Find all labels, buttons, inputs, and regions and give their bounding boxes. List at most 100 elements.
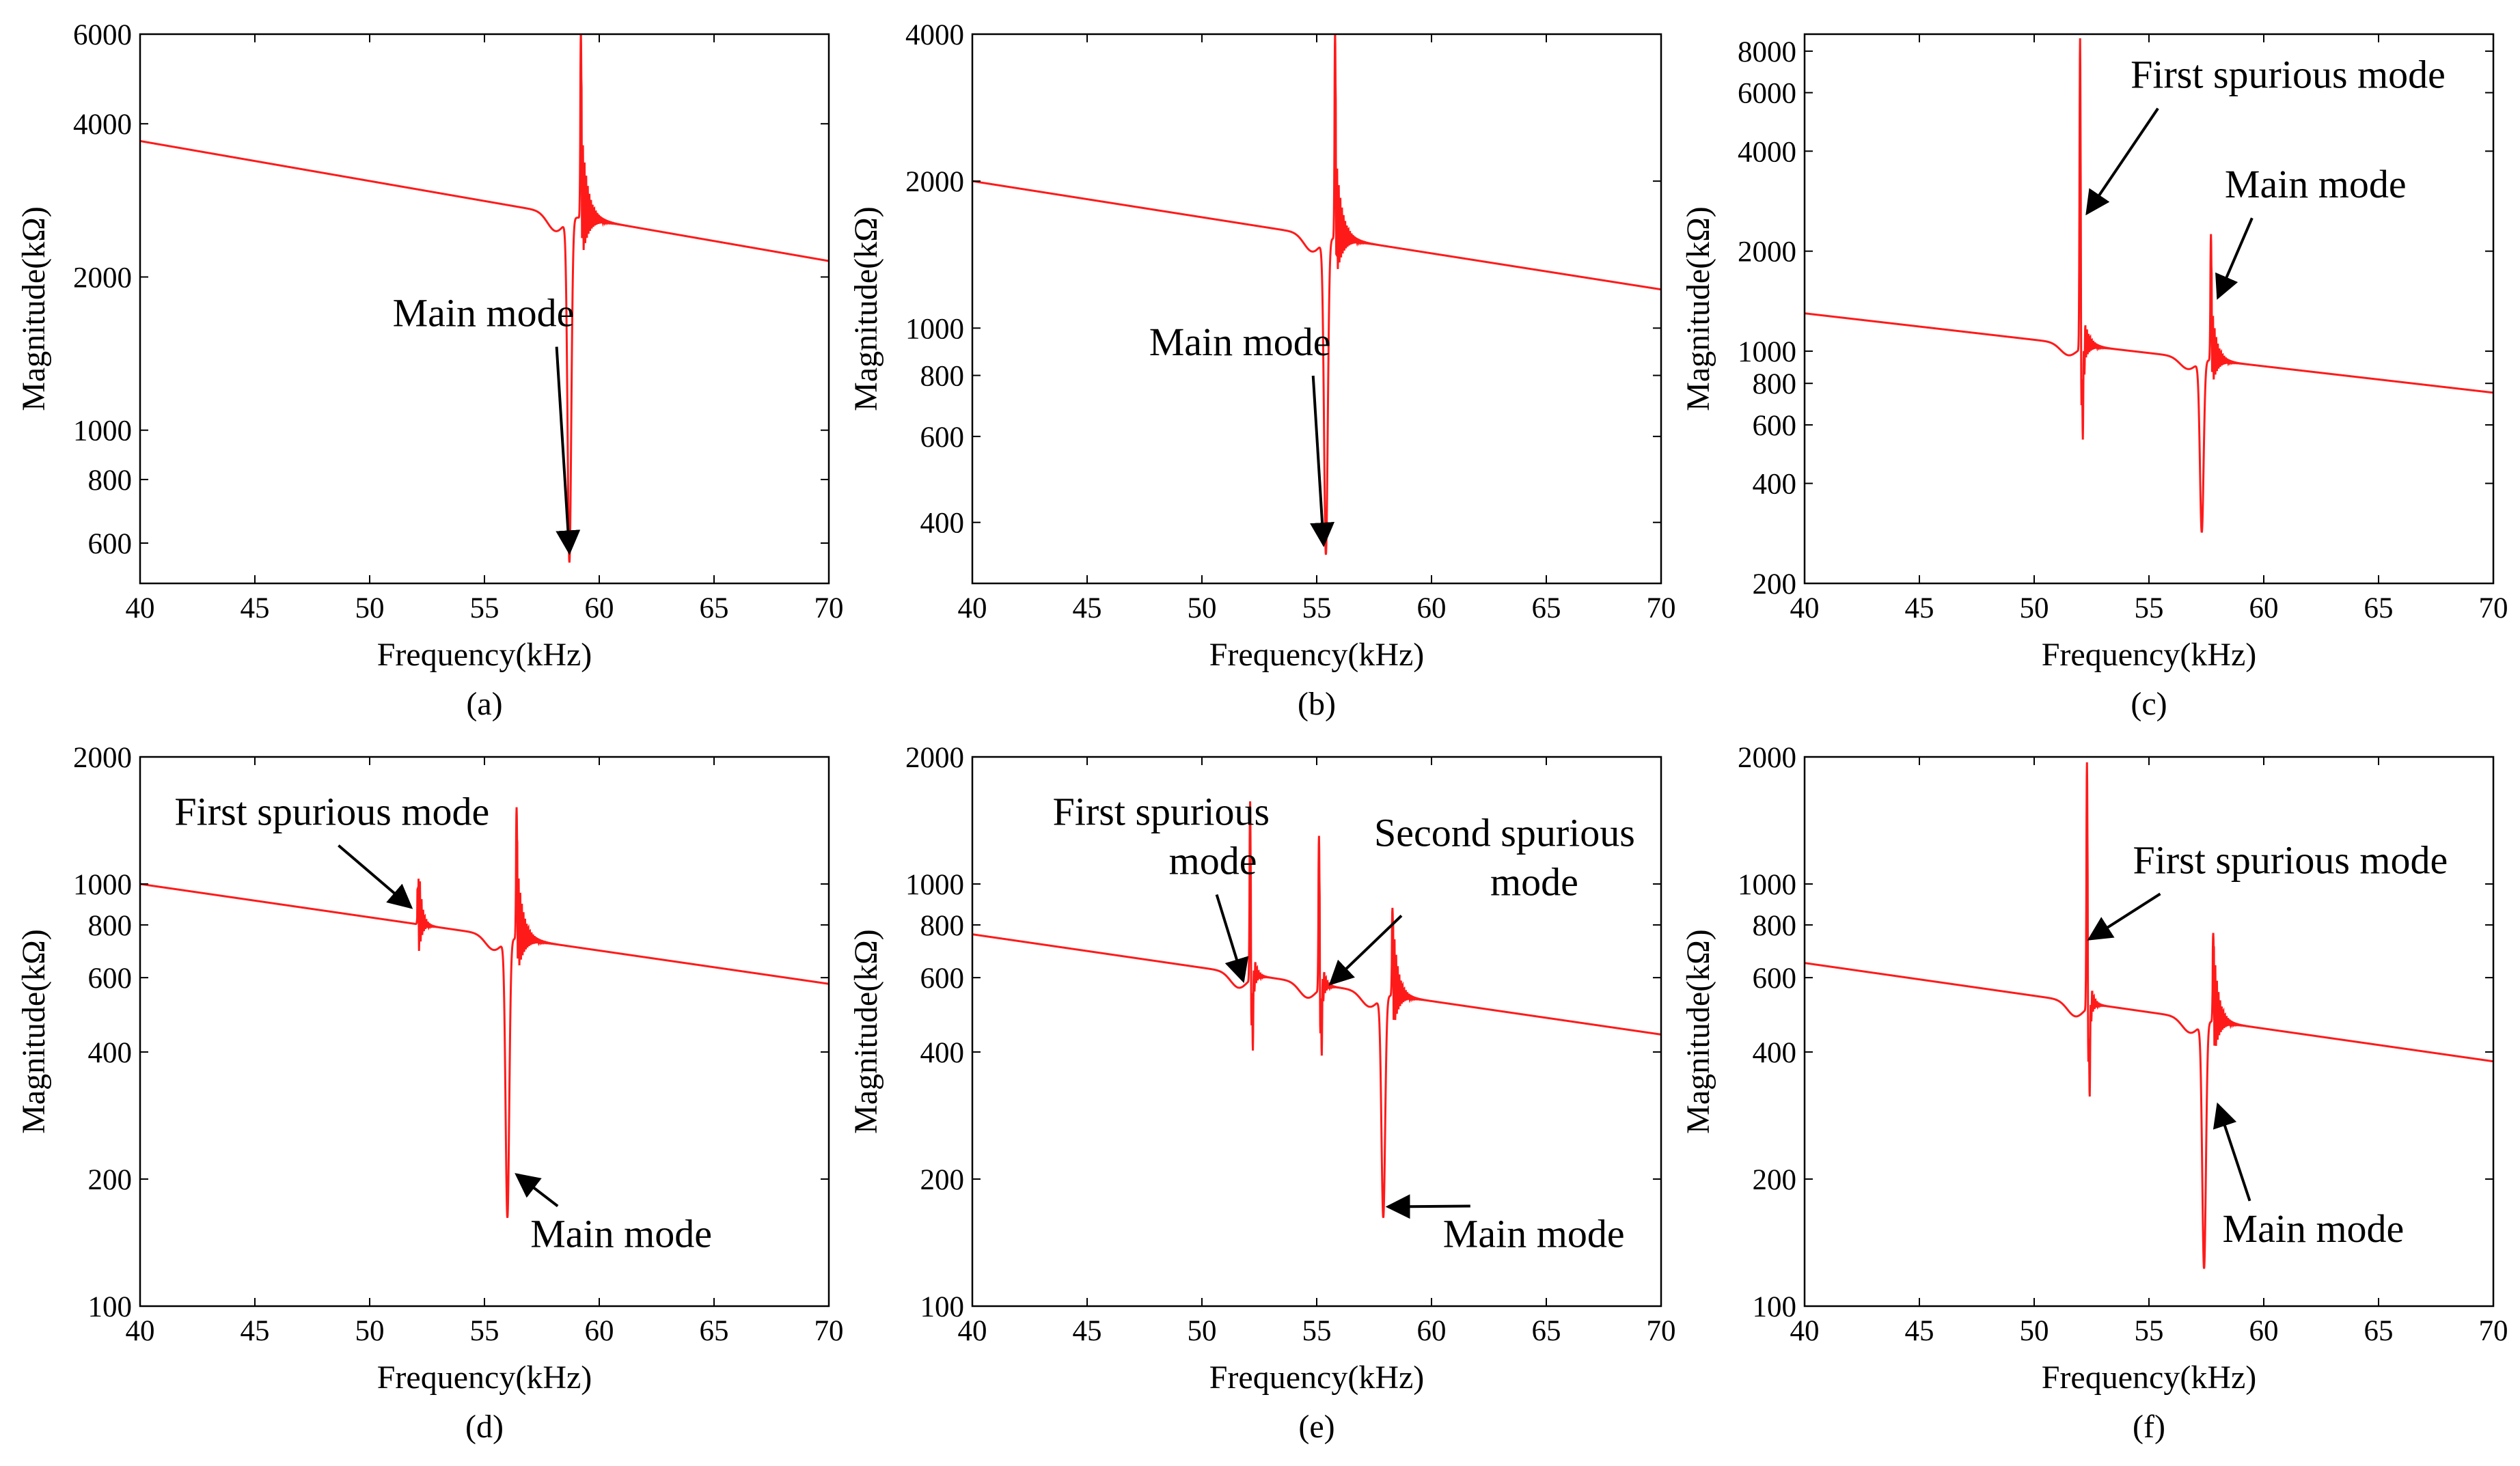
chart-panel-b: 40 45 50 55 60 65 70 400 600 800 1000 2000 4000 Frequ… bbox=[848, 19, 1676, 722]
x-tick-label: 50 bbox=[2020, 592, 2049, 624]
annotation-label: Main mode bbox=[1443, 1212, 1625, 1256]
y-tick-label: 2000 bbox=[905, 166, 964, 198]
y-axis-label: Magnitude(kΩ) bbox=[16, 929, 52, 1134]
x-tick-label: 70 bbox=[814, 592, 844, 624]
y-axis-label: Magnitude(kΩ) bbox=[1680, 206, 1716, 411]
y-axis-label: Magnitude(kΩ) bbox=[16, 206, 52, 411]
x-tick-label: 60 bbox=[1417, 1315, 1447, 1347]
panel-caption: (f) bbox=[2133, 1409, 2165, 1445]
x-tick-label: 65 bbox=[2364, 1315, 2394, 1347]
annotation-label: First spurious mode bbox=[2131, 53, 2446, 97]
x-tick-label: 40 bbox=[1790, 1315, 1820, 1347]
x-tick-label: 70 bbox=[814, 1315, 844, 1347]
x-tick-label: 55 bbox=[470, 592, 499, 624]
x-tick-label: 50 bbox=[355, 1315, 385, 1347]
x-axis-label: Frequency(kHz) bbox=[377, 1359, 592, 1396]
y-tick-label: 600 bbox=[88, 963, 133, 995]
x-tick-label: 60 bbox=[585, 592, 614, 624]
y-tick-label: 400 bbox=[920, 508, 965, 540]
plot-frame bbox=[1803, 33, 2495, 585]
x-tick-label: 40 bbox=[958, 592, 987, 624]
y-tick-label: 4000 bbox=[905, 19, 964, 51]
x-tick-label: 50 bbox=[1188, 592, 1217, 624]
annotation-arrow bbox=[1215, 894, 1249, 984]
y-tick-label: 2000 bbox=[1738, 236, 1796, 268]
x-tick-label: 55 bbox=[1302, 1315, 1332, 1347]
y-tick-label: 200 bbox=[1753, 568, 1797, 600]
y-tick-label: 800 bbox=[1753, 368, 1797, 400]
annotation-label: Main mode bbox=[2225, 162, 2407, 206]
x-tick-label: 65 bbox=[1532, 1315, 1561, 1347]
y-tick-label: 400 bbox=[88, 1037, 133, 1069]
x-tick-label: 45 bbox=[1073, 1315, 1102, 1347]
y-tick-label: 600 bbox=[1753, 963, 1797, 995]
x-tick-label: 40 bbox=[1790, 592, 1820, 624]
chart-panel-d: 40 45 50 55 60 65 70 100 200 400 600 800 1000 2000 Fre… bbox=[16, 742, 844, 1445]
y-tick-label: 400 bbox=[920, 1037, 965, 1069]
y-tick-label: 600 bbox=[920, 421, 965, 454]
x-tick-label: 45 bbox=[1905, 1315, 1934, 1347]
annotation-label: First spurious mode bbox=[2133, 838, 2448, 882]
chart-panel-a: 40 45 50 55 60 65 70 600 800 1000 2000 4000 6000 Freq… bbox=[16, 19, 844, 722]
y-tick-label: 1000 bbox=[905, 313, 964, 345]
y-tick-label: 2000 bbox=[1738, 742, 1796, 774]
x-tick-label: 65 bbox=[700, 1315, 729, 1347]
annotation-arrow bbox=[1385, 1194, 1470, 1219]
panel-caption: (c) bbox=[2131, 686, 2167, 722]
annotation-arrow bbox=[1310, 375, 1335, 548]
x-tick-label: 40 bbox=[126, 1315, 155, 1347]
x-tick-label: 45 bbox=[1905, 592, 1934, 624]
x-tick-label: 50 bbox=[1188, 1315, 1217, 1347]
x-tick-label: 70 bbox=[1647, 592, 1676, 624]
x-tick-label: 55 bbox=[2135, 1315, 2164, 1347]
annotation-label: First spurious mode bbox=[1053, 790, 1270, 883]
annotation-arrow bbox=[338, 844, 413, 909]
x-tick-label: 45 bbox=[1073, 592, 1102, 624]
x-tick-label: 55 bbox=[470, 1315, 499, 1347]
x-tick-label: 65 bbox=[2364, 592, 2394, 624]
x-axis-label: Frequency(kHz) bbox=[2042, 1359, 2257, 1396]
panel-caption: (a) bbox=[466, 686, 502, 722]
y-tick-label: 1000 bbox=[905, 869, 964, 901]
x-axis-label: Frequency(kHz) bbox=[1209, 637, 1425, 673]
x-tick-label: 55 bbox=[2135, 592, 2164, 624]
y-tick-label: 8000 bbox=[1738, 36, 1796, 68]
panel-caption: (d) bbox=[465, 1409, 504, 1445]
y-tick-label: 200 bbox=[1753, 1164, 1797, 1196]
y-tick-label: 200 bbox=[88, 1164, 133, 1196]
y-tick-label: 800 bbox=[920, 361, 965, 393]
x-axis-label: Frequency(kHz) bbox=[1209, 1359, 1425, 1396]
series-line bbox=[1805, 38, 2493, 533]
y-tick-label: 100 bbox=[88, 1291, 133, 1323]
annotation-arrow bbox=[515, 1173, 559, 1208]
y-tick-label: 4000 bbox=[73, 109, 132, 141]
y-axis-label: Magnitude(kΩ) bbox=[848, 929, 884, 1134]
annotation-label: Main mode bbox=[2223, 1206, 2405, 1251]
x-tick-label: 60 bbox=[1417, 592, 1447, 624]
y-tick-label: 400 bbox=[1753, 1037, 1797, 1069]
x-tick-label: 60 bbox=[2249, 1315, 2279, 1347]
x-tick-label: 45 bbox=[241, 592, 270, 624]
x-tick-label: 55 bbox=[1302, 592, 1332, 624]
chart-panel-e: 40 45 50 55 60 65 70 100 200 400 600 800 1000 2000 Fre… bbox=[848, 742, 1676, 1445]
y-tick-label: 1000 bbox=[1738, 869, 1796, 901]
x-tick-label: 65 bbox=[700, 592, 729, 624]
annotation-arrow bbox=[2215, 217, 2254, 300]
annotation-arrow bbox=[2085, 107, 2159, 216]
x-axis-label: Frequency(kHz) bbox=[377, 637, 592, 673]
y-axis-label: Magnitude(kΩ) bbox=[848, 206, 884, 411]
y-tick-label: 600 bbox=[920, 963, 965, 995]
y-tick-label: 800 bbox=[88, 465, 133, 497]
plot-frame bbox=[139, 756, 830, 1308]
y-tick-label: 800 bbox=[920, 910, 965, 942]
annotation-label: Main mode bbox=[393, 291, 575, 335]
annotation-label: First spurious mode bbox=[174, 790, 489, 834]
series-line bbox=[972, 34, 1661, 555]
series-line bbox=[972, 801, 1661, 1218]
annotation-arrow bbox=[1328, 915, 1403, 986]
annotation-label: Main mode bbox=[530, 1212, 712, 1256]
panel-caption: (e) bbox=[1298, 1409, 1334, 1445]
y-tick-label: 2000 bbox=[905, 742, 964, 774]
